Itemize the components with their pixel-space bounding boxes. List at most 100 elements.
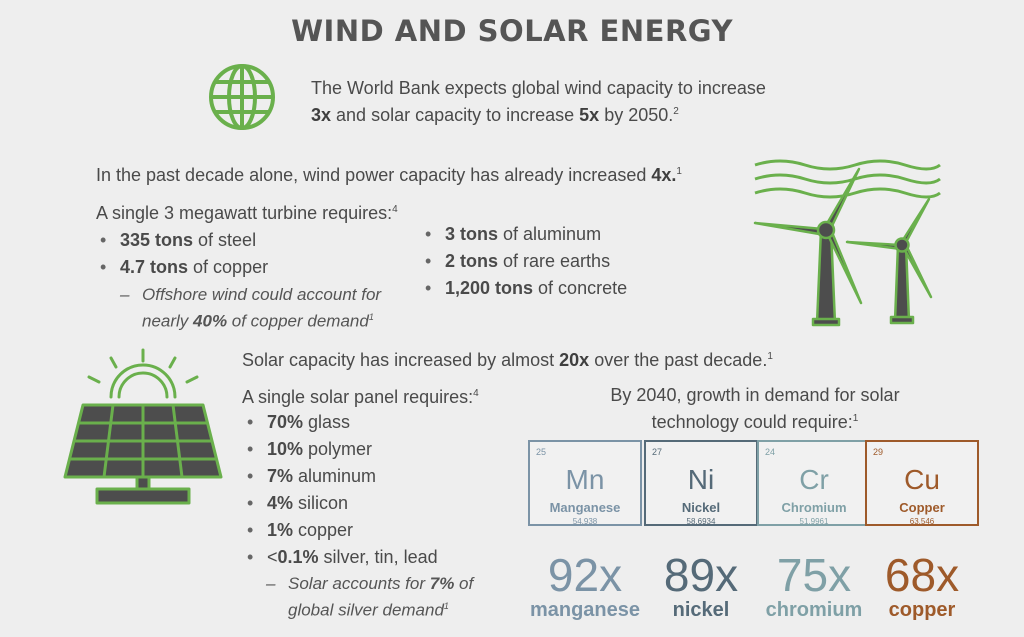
multiple-chromium: 75x bbox=[776, 549, 852, 601]
multiple-manganese: 92x bbox=[547, 549, 623, 601]
footnote-ref: 1 bbox=[852, 413, 859, 424]
footnote-ref: 2 bbox=[673, 106, 679, 117]
element-symbol: Cr bbox=[799, 464, 829, 495]
element-tile-manganese: 25 Mn Manganese 54.938 bbox=[528, 440, 642, 526]
item-text: aluminum bbox=[293, 466, 377, 486]
list-item: 10% polymer bbox=[247, 436, 438, 463]
item-text: of concrete bbox=[533, 278, 628, 298]
solar-growth-bold: 20x bbox=[559, 350, 590, 370]
note-bold: 40% bbox=[193, 311, 228, 331]
element-tile-chromium: 24 Cr Chromium 51.9961 bbox=[757, 440, 871, 526]
label-copper: copper bbox=[888, 599, 956, 621]
solar-panel-icon bbox=[63, 348, 223, 505]
item-amount: 10% bbox=[267, 439, 304, 459]
item-amount: 0.1% bbox=[277, 547, 319, 567]
note-bold: 7% bbox=[429, 574, 455, 593]
footnote-ref: 4 bbox=[392, 204, 398, 215]
silver-note-line1: Solar accounts for 7% of bbox=[266, 572, 473, 595]
turbine-list-right: 3 tons of aluminum 2 tons of rare earths… bbox=[425, 221, 627, 302]
wind-decade-bold: 4x. bbox=[651, 165, 677, 185]
element-name: Chromium bbox=[781, 500, 847, 515]
element-tile-copper: 29 Cu Copper 63.546 bbox=[865, 440, 979, 526]
panel-heading: A single solar panel requires:4 bbox=[242, 382, 479, 409]
wind-decade-text: In the past decade alone, wind power cap… bbox=[96, 160, 682, 187]
list-item: 1% copper bbox=[247, 517, 438, 544]
item-amount: 335 tons bbox=[120, 230, 194, 250]
item-text: of aluminum bbox=[498, 224, 602, 244]
offshore-note-line1: Offshore wind could account for bbox=[120, 283, 381, 306]
item-text: silver, tin, lead bbox=[318, 547, 438, 567]
element-symbol: Cu bbox=[904, 464, 940, 495]
note-span: of copper demand bbox=[227, 311, 369, 331]
element-symbol: Ni bbox=[687, 464, 715, 495]
turbine-heading-span: A single 3 megawatt turbine requires: bbox=[96, 203, 393, 223]
intro-line-1: The World Bank expects global wind capac… bbox=[311, 78, 766, 98]
atomic-number: 24 bbox=[765, 447, 776, 457]
multiple-copper: 68x bbox=[884, 549, 960, 601]
item-amount: 1% bbox=[267, 520, 294, 540]
offshore-note: Offshore wind could account for nearly 4… bbox=[120, 283, 381, 333]
footnote-ref: 4 bbox=[473, 388, 479, 399]
offshore-note-line2: nearly 40% of copper demand1 bbox=[120, 306, 381, 333]
element-name: Copper bbox=[899, 500, 945, 515]
wind-decade-span: In the past decade alone, wind power cap… bbox=[96, 165, 652, 185]
footnote-ref: 1 bbox=[767, 351, 773, 362]
demand-span: technology could require: bbox=[651, 412, 853, 432]
footnote-ref: 1 bbox=[443, 601, 449, 611]
intro-line-2: 3x and solar capacity to increase 5x by … bbox=[311, 100, 766, 127]
atomic-weight: 51.9961 bbox=[799, 517, 829, 526]
element-name: Manganese bbox=[549, 500, 621, 515]
item-text: of steel bbox=[193, 230, 257, 250]
intro-text-span: and solar capacity to increase bbox=[331, 105, 580, 125]
note-span: Solar accounts for bbox=[288, 574, 430, 593]
atomic-weight: 54.938 bbox=[572, 517, 598, 526]
solar-multiple: 5x bbox=[579, 105, 600, 125]
item-amount: 1,200 tons bbox=[445, 278, 534, 298]
item-text: of rare earths bbox=[498, 251, 611, 271]
atomic-number: 27 bbox=[652, 447, 663, 457]
item-text: polymer bbox=[303, 439, 373, 459]
item-text: copper bbox=[293, 520, 354, 540]
atomic-weight: 63.546 bbox=[909, 517, 935, 526]
list-item: 4.7 tons of copper bbox=[100, 254, 268, 281]
panel-list: 70% glass 10% polymer 7% aluminum 4% sil… bbox=[247, 409, 438, 571]
demand-line-1: By 2040, growth in demand for solar bbox=[610, 385, 900, 405]
turbine-list-left: 335 tons of steel 4.7 tons of copper bbox=[100, 227, 268, 281]
atomic-weight: 58.6934 bbox=[686, 517, 716, 526]
label-manganese: manganese bbox=[529, 599, 641, 621]
solar-growth-span: over the past decade. bbox=[589, 350, 768, 370]
note-span: of bbox=[454, 574, 474, 593]
item-amount: 4% bbox=[267, 493, 294, 513]
demand-line-2: technology could require:1 bbox=[560, 407, 950, 434]
list-item: 335 tons of steel bbox=[100, 227, 268, 254]
item-amount: 70% bbox=[267, 412, 304, 432]
wind-turbine-icon bbox=[753, 159, 941, 327]
atomic-number: 25 bbox=[536, 447, 547, 457]
demand-text: By 2040, growth in demand for solar tech… bbox=[560, 383, 950, 434]
intro-text: The World Bank expects global wind capac… bbox=[311, 76, 766, 127]
element-tile-nickel: 27 Ni Nickel 58.6934 bbox=[644, 440, 758, 526]
solar-growth-span: Solar capacity has increased by almost bbox=[242, 350, 560, 370]
footnote-ref: 1 bbox=[368, 312, 374, 322]
note-span: nearly bbox=[142, 311, 194, 331]
list-item: 70% glass bbox=[247, 409, 438, 436]
element-name: Nickel bbox=[681, 500, 721, 515]
wind-multiple: 3x bbox=[311, 105, 332, 125]
item-amount: 7% bbox=[267, 466, 294, 486]
label-nickel: nickel bbox=[672, 599, 730, 621]
turbine-heading: A single 3 megawatt turbine requires:4 bbox=[96, 198, 398, 225]
item-text: of copper bbox=[188, 257, 269, 277]
note-span: global silver demand bbox=[288, 600, 444, 620]
footnote-ref: 1 bbox=[676, 166, 682, 177]
list-item: 4% silicon bbox=[247, 490, 438, 517]
item-amount: 3 tons bbox=[445, 224, 499, 244]
list-item: 3 tons of aluminum bbox=[425, 221, 627, 248]
list-item: 2 tons of rare earths bbox=[425, 248, 627, 275]
list-item: 1,200 tons of concrete bbox=[425, 275, 627, 302]
item-text: glass bbox=[303, 412, 351, 432]
silver-note: Solar accounts for 7% of global silver d… bbox=[266, 572, 473, 622]
multiple-nickel: 89x bbox=[663, 549, 739, 601]
intro-text-span: by 2050. bbox=[599, 105, 674, 125]
item-prefix: < bbox=[267, 547, 278, 567]
item-text: silicon bbox=[293, 493, 349, 513]
